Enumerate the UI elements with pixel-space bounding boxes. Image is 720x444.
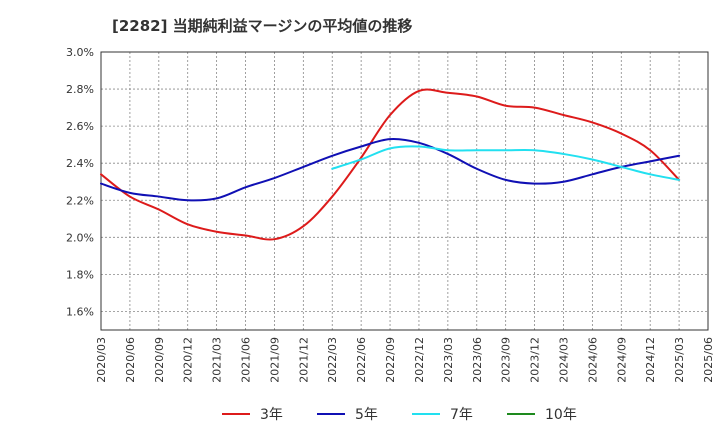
legend-label: 10年 (545, 407, 577, 423)
plot-area (101, 52, 708, 330)
x-tick-label: 2023/06 (471, 337, 484, 383)
y-tick-label: 1.6% (66, 305, 94, 318)
x-tick-label: 2020/12 (182, 337, 195, 383)
series-line-3 (331, 145, 681, 181)
y-tick-label: 2.2% (66, 194, 94, 207)
legend-item-2: 5年 (317, 407, 378, 423)
x-tick-label: 2020/03 (95, 337, 108, 383)
x-tick-label: 2023/09 (500, 337, 513, 383)
legend-label: 7年 (450, 407, 473, 423)
plot-frame (100, 51, 709, 331)
y-axis-ticks: 1.6% 1.8% 2.0% 2.2% 2.4% 2.6% 2.8% 3.0% (66, 46, 94, 318)
x-tick-label: 2025/06 (702, 337, 715, 383)
y-tick-label: 1.8% (66, 268, 94, 281)
series-layer (100, 88, 681, 241)
x-tick-label: 2023/12 (529, 337, 542, 383)
legend: 3年 5年 7年 10年 (222, 407, 577, 423)
x-tick-label: 2024/09 (615, 337, 628, 383)
series-line-1 (100, 88, 681, 241)
legend-label: 3年 (260, 407, 283, 423)
x-tick-label: 2022/06 (355, 337, 368, 383)
y-tick-label: 2.8% (66, 83, 94, 96)
x-tick-label: 2024/06 (586, 337, 599, 383)
x-tick-label: 2022/12 (413, 337, 426, 383)
legend-label: 5年 (355, 407, 378, 423)
x-tick-label: 2025/03 (673, 337, 686, 383)
x-tick-label: 2021/12 (297, 337, 310, 383)
x-axis-ticks: 2020/03 2020/06 2020/09 2020/12 2021/03 2021/… (95, 337, 715, 383)
legend-item-3: 7年 (412, 407, 473, 423)
y-tick-label: 2.4% (66, 157, 94, 170)
x-tick-label: 2021/06 (240, 337, 253, 383)
x-tick-label: 2021/03 (211, 337, 224, 383)
series-line-2 (100, 137, 681, 202)
chart-title: [2282] 当期純利益マージンの平均値の推移 (112, 17, 413, 35)
y-tick-label: 2.6% (66, 120, 94, 133)
x-tick-label: 2022/03 (326, 337, 339, 383)
x-tick-label: 2024/03 (557, 337, 570, 383)
x-tick-label: 2020/09 (153, 337, 166, 383)
x-tick-label: 2020/06 (124, 337, 137, 383)
legend-item-1: 3年 (222, 407, 283, 423)
y-tick-label: 3.0% (66, 46, 94, 59)
x-tick-label: 2023/03 (442, 337, 455, 383)
x-tick-label: 2024/12 (644, 337, 657, 383)
x-tick-label: 2022/09 (384, 337, 397, 383)
y-tick-label: 2.0% (66, 231, 94, 244)
x-tick-label: 2021/09 (268, 337, 281, 383)
legend-item-4: 10年 (507, 407, 577, 423)
